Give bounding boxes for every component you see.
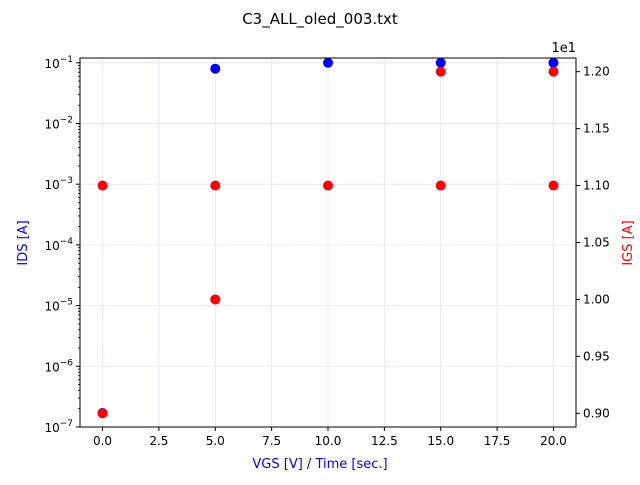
- right-tick-label: 0.90: [583, 406, 610, 420]
- igs-data-point: [210, 180, 221, 191]
- points-layer: [97, 57, 559, 419]
- x-tick-label: 5.0: [206, 434, 225, 448]
- left-axis-ticks: 10−7 10−6 10−5 10−4 10−3 10−2 10−1: [44, 55, 80, 435]
- left-axis-label: IDS [A]: [16, 220, 31, 265]
- igs-data-point: [323, 180, 333, 191]
- igs-data-point: [435, 66, 446, 77]
- right-tick-label: 0.95: [583, 349, 610, 363]
- left-tick-label: 10−4: [44, 237, 73, 253]
- igs-data-point: [97, 408, 108, 419]
- igs-data-point: [210, 294, 221, 305]
- x-tick-label: 2.5: [149, 434, 168, 448]
- right-tick-label: 1.10: [583, 179, 610, 193]
- x-tick-label: 12.5: [371, 434, 398, 448]
- chart-title: C3_ALL_oled_003.txt: [242, 10, 398, 29]
- left-tick-label: 10−7: [44, 419, 73, 435]
- ids-data-point: [323, 57, 333, 68]
- right-axis-offset-text: 1e1: [551, 41, 576, 56]
- right-tick-label: 1.15: [583, 122, 610, 136]
- x-axis-ticks: 0.0 2.5 5.0 7.5 10.0 12.5 15.0 17.5 20.0: [93, 427, 567, 448]
- x-tick-label: 10.0: [315, 434, 342, 448]
- ids-data-point: [435, 57, 446, 68]
- right-axis-label: IGS [A]: [621, 220, 636, 265]
- left-tick-label: 10−2: [44, 116, 73, 132]
- igs-data-point: [548, 180, 559, 191]
- right-tick-label: 1.05: [583, 236, 610, 250]
- x-tick-label: 15.0: [427, 434, 454, 448]
- ids-data-point: [548, 57, 559, 68]
- x-tick-label: 7.5: [262, 434, 281, 448]
- igs-data-point: [97, 180, 108, 191]
- ids-data-point: [210, 63, 221, 74]
- left-tick-label: 10−1: [44, 55, 73, 71]
- x-tick-label: 17.5: [484, 434, 511, 448]
- x-tick-label: 20.0: [540, 434, 567, 448]
- left-tick-label: 10−3: [44, 176, 73, 192]
- right-tick-label: 1.00: [583, 292, 610, 306]
- x-tick-label: 0.0: [93, 434, 112, 448]
- right-axis-ticks: 0.90 0.95 1.00 1.05 1.10 1.15 1.20: [576, 65, 610, 420]
- left-tick-label: 10−5: [44, 298, 73, 314]
- right-tick-label: 1.20: [583, 65, 610, 79]
- igs-data-point: [435, 180, 446, 191]
- left-tick-label: 10−6: [44, 358, 73, 374]
- x-axis-label: VGS [V] / Time [sec.]: [252, 457, 387, 472]
- igs-data-point: [548, 66, 559, 77]
